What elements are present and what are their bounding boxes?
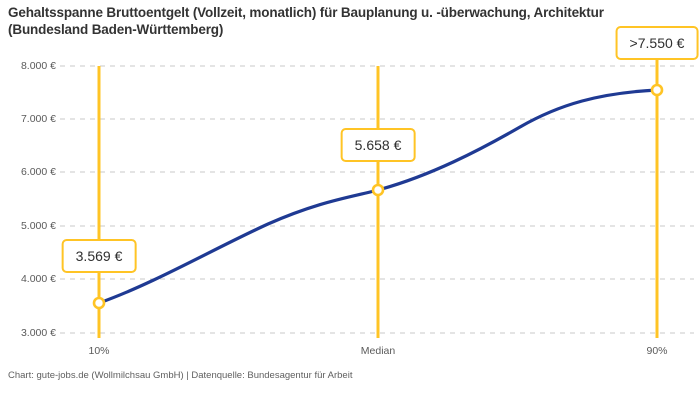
data-point-markers xyxy=(92,83,664,310)
x-tick-label-p10: 10% xyxy=(88,345,110,357)
value-callout-p10: 3.569 € xyxy=(61,239,137,273)
page-title: Gehaltsspanne Bruttoentgelt (Vollzeit, m… xyxy=(8,5,604,37)
x-tick-label-p90: 90% xyxy=(646,345,668,357)
y-tick-label-7000: 7.000 € xyxy=(20,113,56,125)
y-tick-label-4000: 4.000 € xyxy=(20,273,56,285)
value-callout-median: 5.658 € xyxy=(340,128,416,162)
y-tick-label-5000: 5.000 € xyxy=(20,220,56,232)
chart-source-note: Chart: gute-jobs.de (Wollmilchsau GmbH) … xyxy=(8,370,353,381)
value-callout-p90: >7.550 € xyxy=(615,26,699,60)
y-axis: 8.000 € 7.000 € 6.000 € 5.000 € 4.000 € … xyxy=(0,0,56,400)
x-tick-label-median: Median xyxy=(360,345,396,357)
y-tick-label-6000: 6.000 € xyxy=(20,166,56,178)
y-tick-label-8000: 8.000 € xyxy=(20,60,56,72)
marker-lines xyxy=(97,30,659,338)
y-tick-label-3000: 3.000 € xyxy=(20,327,56,339)
